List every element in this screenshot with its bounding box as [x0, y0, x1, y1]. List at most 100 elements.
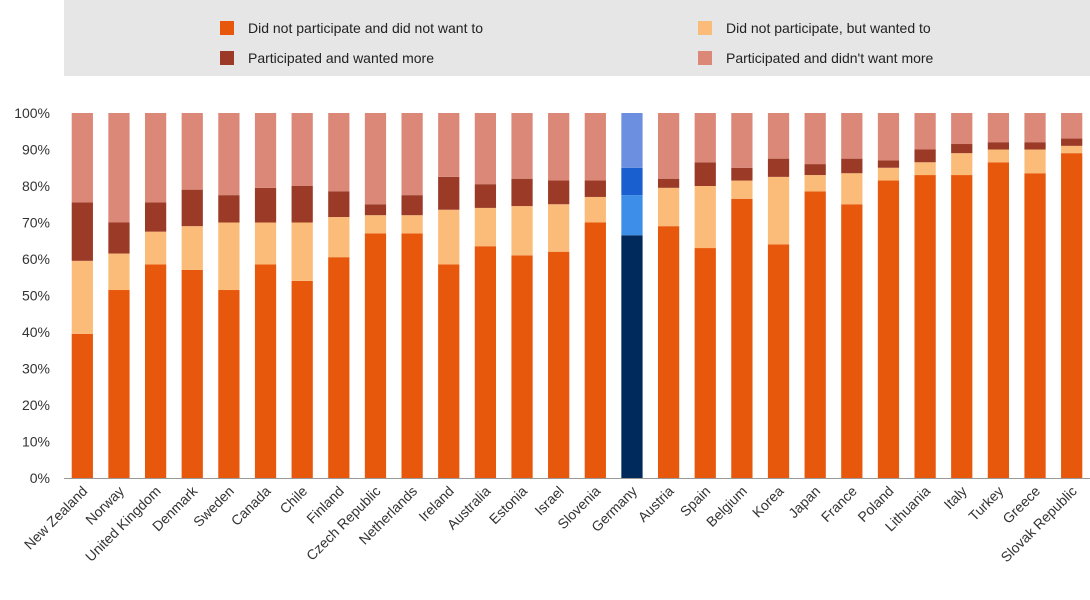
bar-segment [438, 113, 460, 177]
bar-segment [71, 333, 93, 478]
bar-segment [841, 173, 863, 205]
bar-segment [181, 226, 203, 270]
bar-segment [254, 187, 277, 223]
bar-segment [511, 178, 533, 207]
bar-segment [181, 113, 203, 190]
bar-segment [1024, 149, 1046, 174]
bar-segment [1024, 142, 1046, 150]
bar-segment [328, 191, 350, 218]
bar-segment [548, 251, 570, 478]
bar-segment [364, 233, 387, 478]
legend-swatch [220, 21, 234, 35]
y-tick-label: 70% [22, 215, 50, 231]
legend-item-not-participate-not-want: Did not participate and did not want to [220, 20, 483, 36]
bar-segment [657, 113, 680, 179]
y-tick-label: 100% [14, 105, 50, 121]
bar-segment [621, 167, 643, 196]
bar-segment [1061, 138, 1083, 146]
bar-segment [914, 162, 936, 176]
bar-segment [621, 113, 643, 168]
bar-segment [584, 222, 606, 478]
bar-segment [987, 149, 1010, 163]
x-tick-label: Estonia [486, 483, 530, 527]
bar-segment [584, 113, 606, 181]
bar-segment [694, 113, 716, 163]
bar-segment [804, 113, 826, 165]
x-tick-label: Turkey [965, 483, 1006, 524]
x-tick-label: New Zealand [21, 483, 91, 553]
bar-segment [548, 204, 570, 252]
bar-segment [181, 269, 203, 478]
bar-segment [108, 113, 130, 223]
bar-segment [914, 113, 936, 150]
legend-label: Participated and wanted more [248, 50, 434, 66]
bar-segment [218, 290, 240, 478]
bar-segment [951, 113, 973, 145]
bar-segment [767, 158, 790, 177]
bar-segment [694, 248, 716, 478]
bar-segment [108, 290, 130, 478]
bar-segment [401, 113, 423, 196]
x-tick-label: Japan [785, 483, 823, 521]
legend-item-not-participate-wanted: Did not participate, but wanted to [698, 20, 931, 36]
bar-segment [951, 153, 973, 176]
bar-segment [1024, 113, 1046, 143]
bar-segment [144, 113, 167, 203]
bar-segment [804, 164, 826, 176]
bar-segment [584, 180, 606, 197]
bar-segment [841, 158, 863, 174]
x-tick-label: Belgium [703, 483, 750, 530]
bar-segment [474, 113, 497, 185]
bar-segment [291, 222, 313, 281]
bar-segment [1061, 145, 1083, 154]
bar-segment [621, 195, 643, 236]
legend-swatch [698, 21, 712, 35]
bar-segment [767, 176, 790, 245]
bar-segment [951, 175, 973, 479]
bar-segment [877, 160, 900, 168]
bar-segment [877, 180, 900, 478]
bar-segment [71, 113, 93, 203]
bar-segment [108, 222, 130, 254]
bar-segment [767, 244, 790, 478]
bar-segment [877, 167, 900, 181]
bar-segment [181, 189, 203, 227]
bar-segment [767, 113, 790, 159]
bar-segment [144, 264, 167, 478]
bar-segment [254, 113, 277, 188]
bar-segment [511, 113, 533, 179]
bar-segment [731, 198, 753, 478]
x-tick-label: Korea [749, 483, 787, 521]
legend-item-participated-wanted-more: Participated and wanted more [220, 50, 434, 66]
y-tick-label: 40% [22, 324, 50, 340]
bar-segment [914, 149, 936, 163]
legend-label: Did not participate and did not want to [248, 20, 484, 36]
y-tick-label: 80% [22, 178, 50, 194]
bar-segment [841, 113, 863, 159]
bar-segment [218, 113, 240, 196]
bar-segment [438, 209, 460, 265]
bar-segment [364, 113, 387, 205]
legend-swatch [220, 51, 234, 65]
bar-segment [438, 176, 460, 210]
bar-segment [804, 175, 826, 192]
bar-segment [694, 162, 716, 186]
x-tick-label: Sweden [190, 483, 237, 530]
bar-segment [108, 253, 130, 291]
bar-segment [328, 217, 350, 258]
bar-segment [548, 113, 570, 181]
x-tick-label: Austria [635, 483, 677, 525]
bar-segment [987, 142, 1010, 150]
bar-segment [1061, 113, 1083, 139]
bar-segment [657, 187, 680, 227]
bar-segment [511, 206, 533, 256]
y-tick-label: 60% [22, 251, 50, 267]
bar-segment [144, 202, 167, 232]
bar-segment [877, 113, 900, 161]
bar-segment [364, 215, 387, 234]
bar-segment [548, 180, 570, 205]
bar-segment [218, 222, 240, 291]
legend-item-participated-no-more: Participated and didn't want more [698, 50, 933, 66]
bar-segment [71, 202, 93, 261]
y-tick-label: 30% [22, 361, 50, 377]
